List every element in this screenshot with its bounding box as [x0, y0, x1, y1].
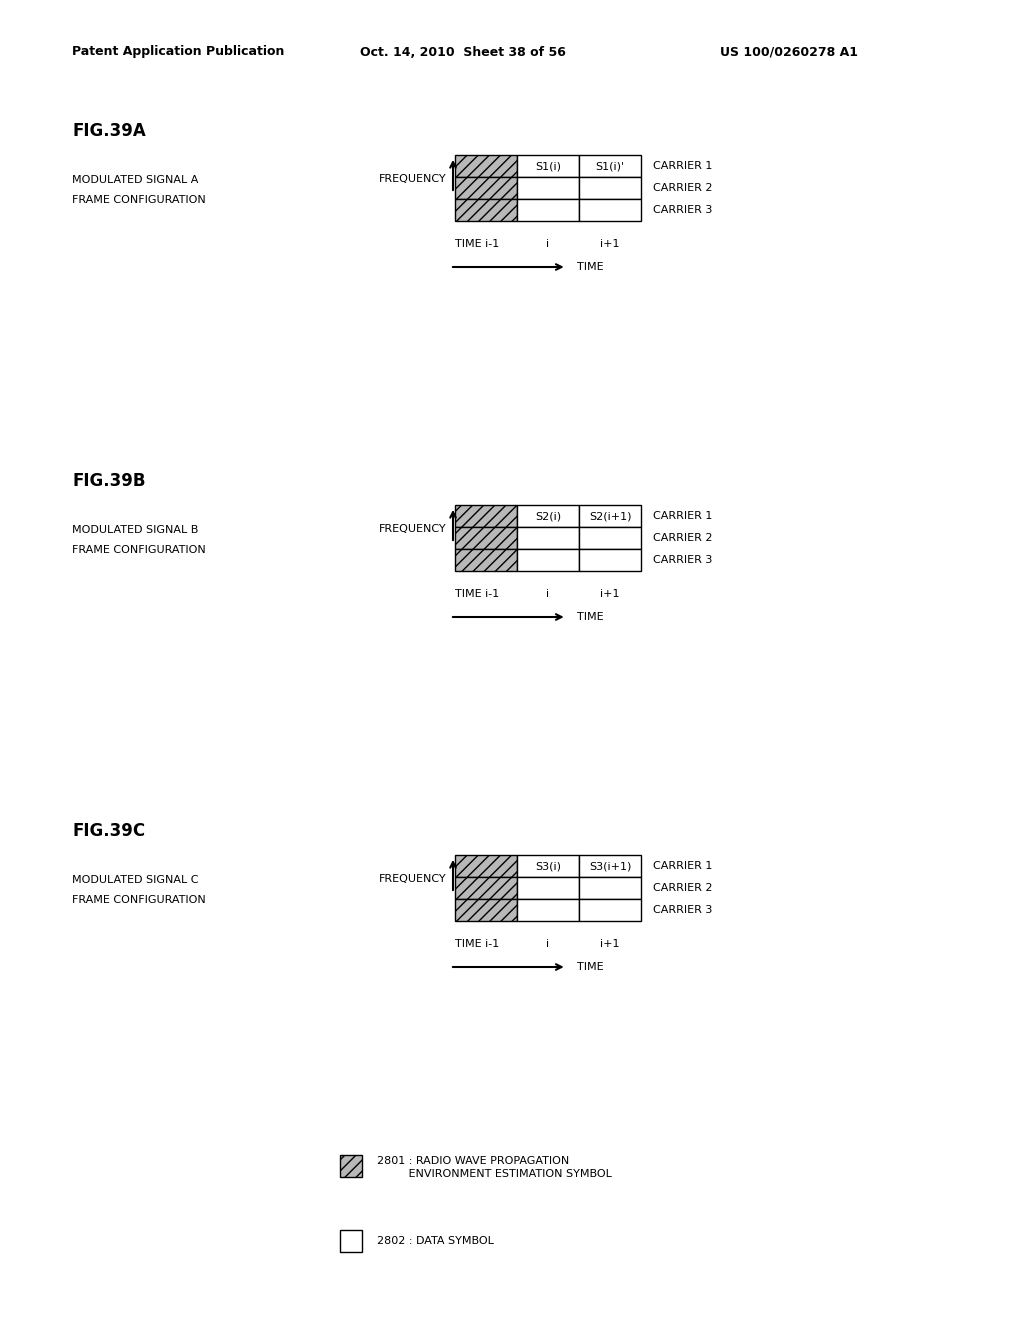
Text: FIG.39A: FIG.39A [72, 121, 145, 140]
Text: FIG.39C: FIG.39C [72, 822, 145, 840]
Bar [517, 899, 579, 921]
Bar [517, 855, 579, 876]
Text: S2(i+1): S2(i+1) [589, 511, 631, 521]
Text: S2(i): S2(i) [535, 511, 561, 521]
Text: FREQUENCY: FREQUENCY [379, 874, 447, 884]
Text: S3(i): S3(i) [535, 861, 561, 871]
Text: FREQUENCY: FREQUENCY [379, 174, 447, 183]
Bar [455, 199, 517, 220]
Text: Oct. 14, 2010  Sheet 38 of 56: Oct. 14, 2010 Sheet 38 of 56 [360, 45, 566, 58]
Text: FIG.39B: FIG.39B [72, 473, 145, 490]
Bar [455, 876, 517, 899]
Text: FRAME CONFIGURATION: FRAME CONFIGURATION [72, 195, 206, 205]
Bar [455, 855, 517, 876]
Text: i+1: i+1 [600, 239, 620, 249]
Text: ENVIRONMENT ESTIMATION SYMBOL: ENVIRONMENT ESTIMATION SYMBOL [377, 1168, 612, 1179]
Text: TIME: TIME [577, 612, 603, 622]
Text: i: i [547, 239, 550, 249]
Text: TIME i-1: TIME i-1 [455, 239, 500, 249]
Text: 2801 : RADIO WAVE PROPAGATION: 2801 : RADIO WAVE PROPAGATION [377, 1155, 569, 1166]
Text: S3(i+1): S3(i+1) [589, 861, 631, 871]
Bar [455, 506, 517, 527]
Text: FRAME CONFIGURATION: FRAME CONFIGURATION [72, 545, 206, 554]
Bar [517, 154, 579, 177]
Text: S1(i): S1(i) [535, 161, 561, 172]
Text: 2802 : DATA SYMBOL: 2802 : DATA SYMBOL [377, 1236, 494, 1246]
Text: i: i [547, 939, 550, 949]
Bar [579, 527, 641, 549]
Text: TIME: TIME [577, 962, 603, 972]
Bar [517, 876, 579, 899]
Text: i+1: i+1 [600, 939, 620, 949]
Bar [579, 549, 641, 572]
Bar [517, 549, 579, 572]
Bar [517, 527, 579, 549]
Text: MODULATED SIGNAL A: MODULATED SIGNAL A [72, 176, 199, 185]
Text: FRAME CONFIGURATION: FRAME CONFIGURATION [72, 895, 206, 906]
Bar [340, 1155, 362, 1177]
Text: TIME i-1: TIME i-1 [455, 589, 500, 599]
Bar [517, 199, 579, 220]
Text: CARRIER 3: CARRIER 3 [653, 205, 713, 215]
Text: i+1: i+1 [600, 589, 620, 599]
Bar [455, 549, 517, 572]
Text: CARRIER 2: CARRIER 2 [653, 533, 713, 543]
Bar [517, 506, 579, 527]
Text: CARRIER 1: CARRIER 1 [653, 161, 713, 172]
Bar [579, 199, 641, 220]
Text: CARRIER 1: CARRIER 1 [653, 861, 713, 871]
Bar [579, 876, 641, 899]
Text: CARRIER 1: CARRIER 1 [653, 511, 713, 521]
Text: CARRIER 3: CARRIER 3 [653, 906, 713, 915]
Text: i: i [547, 589, 550, 599]
Bar [455, 899, 517, 921]
Text: MODULATED SIGNAL B: MODULATED SIGNAL B [72, 525, 199, 535]
Text: S1(i)': S1(i)' [595, 161, 625, 172]
Text: CARRIER 2: CARRIER 2 [653, 883, 713, 894]
Text: MODULATED SIGNAL C: MODULATED SIGNAL C [72, 875, 199, 884]
Text: US 100/0260278 A1: US 100/0260278 A1 [720, 45, 858, 58]
Bar [579, 855, 641, 876]
Bar [340, 1230, 362, 1251]
Text: FREQUENCY: FREQUENCY [379, 524, 447, 535]
Bar [455, 527, 517, 549]
Bar [517, 177, 579, 199]
Bar [579, 154, 641, 177]
Text: TIME i-1: TIME i-1 [455, 939, 500, 949]
Bar [455, 177, 517, 199]
Text: CARRIER 2: CARRIER 2 [653, 183, 713, 193]
Text: TIME: TIME [577, 261, 603, 272]
Text: CARRIER 3: CARRIER 3 [653, 554, 713, 565]
Bar [455, 154, 517, 177]
Bar [579, 177, 641, 199]
Bar [579, 506, 641, 527]
Bar [579, 899, 641, 921]
Text: Patent Application Publication: Patent Application Publication [72, 45, 285, 58]
